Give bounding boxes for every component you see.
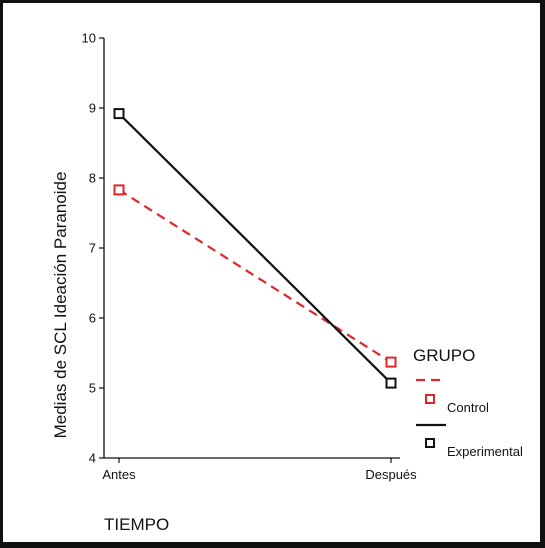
data-point-experimental-1	[385, 377, 397, 389]
y-axis-label: Medias de SCL Ideación Paranoide	[51, 172, 70, 439]
x-tick-label-1: Después	[365, 467, 417, 482]
series-line-experimental	[118, 112, 392, 384]
legend-title: GRUPO	[413, 346, 475, 365]
legend: GRUPO Control Experimental	[413, 346, 523, 459]
data-point-control-1	[385, 356, 397, 368]
x-axis-label: TIEMPO	[104, 515, 169, 534]
data-point-experimental-0	[113, 108, 125, 120]
series-layer	[113, 108, 397, 389]
y-tick-label: 4	[89, 451, 96, 466]
legend-label-control: Control	[447, 400, 489, 415]
legend-marker-experimental	[425, 438, 435, 448]
y-tick-label: 10	[82, 31, 96, 46]
y-tick-label: 5	[89, 381, 96, 396]
x-tick-label-0: Antes	[102, 467, 136, 482]
axes: 4 5 6 7 8 9 10 Antes Después	[82, 31, 418, 483]
y-tick-label: 7	[89, 241, 96, 256]
legend-label-experimental: Experimental	[447, 444, 523, 459]
y-tick-label: 9	[89, 101, 96, 116]
legend-marker-control	[425, 394, 435, 404]
y-tick-label: 8	[89, 171, 96, 186]
y-tick-label: 6	[89, 311, 96, 326]
data-point-control-0	[113, 184, 125, 196]
series-line-control	[118, 188, 392, 364]
